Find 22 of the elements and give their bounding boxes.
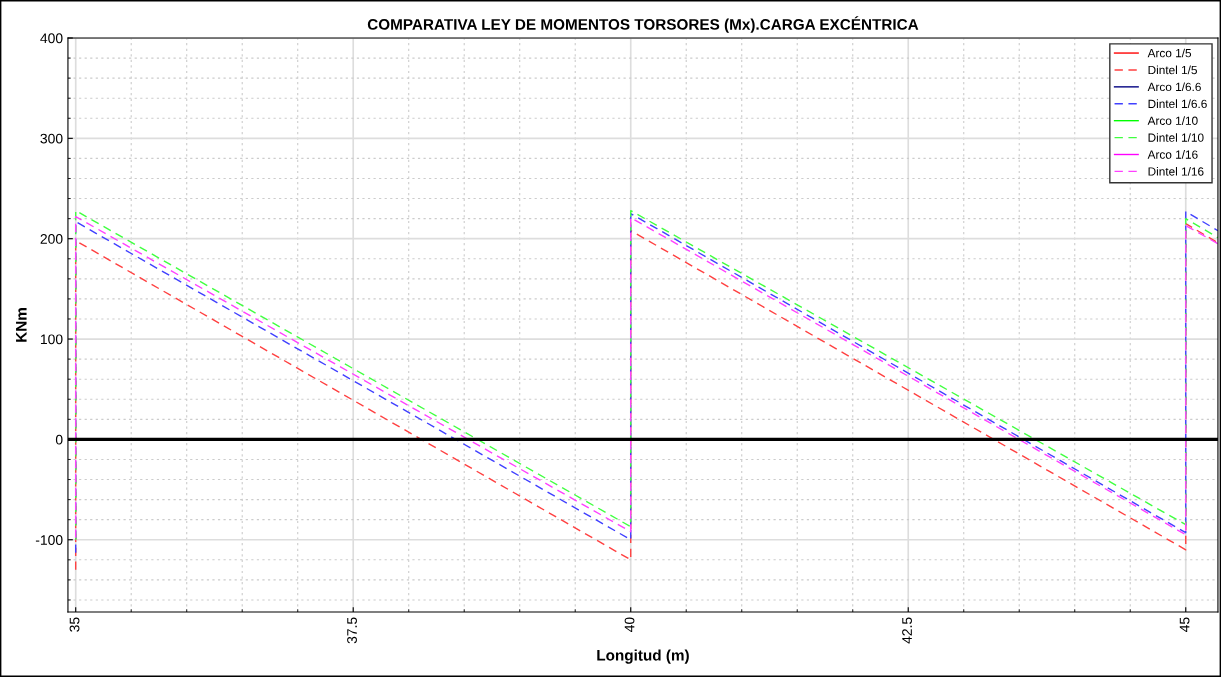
y-tick-label: 0 bbox=[55, 434, 63, 445]
y-tick-label: 100 bbox=[40, 334, 63, 345]
y-tick-label: -100 bbox=[35, 535, 63, 545]
legend-label: Dintel 1/10 bbox=[1148, 133, 1204, 142]
y-tick-label: 300 bbox=[40, 133, 63, 144]
y-tick-label: 200 bbox=[40, 234, 63, 244]
x-tick-label: 42.5 bbox=[902, 617, 912, 644]
x-axis-title: Longitud (m) bbox=[597, 649, 689, 664]
x-tick-label: 35 bbox=[69, 617, 80, 632]
x-tick-label: 37.5 bbox=[347, 617, 357, 644]
legend-label: Dintel 1/5 bbox=[1148, 65, 1197, 75]
y-axis-title: KNm bbox=[16, 308, 27, 342]
legend-label: Dintel 1/6.6 bbox=[1148, 99, 1207, 109]
x-tick-label: 40 bbox=[624, 617, 635, 632]
chart-title: COMPARATIVA LEY DE MOMENTOS TORSORES (Mx).CARGA EXCÉNTRICA bbox=[367, 16, 919, 33]
legend-label: Arco 1/5 bbox=[1147, 48, 1192, 58]
y-tick-label: 400 bbox=[40, 33, 63, 44]
legend-label: Arco 1/16 bbox=[1147, 150, 1198, 159]
legend-label: Dintel 1/16 bbox=[1148, 166, 1204, 176]
legend-label: Arco 1/6.6 bbox=[1147, 82, 1201, 92]
legend-label: Arco 1/10 bbox=[1147, 116, 1198, 125]
x-tick-label: 45 bbox=[1179, 617, 1190, 632]
